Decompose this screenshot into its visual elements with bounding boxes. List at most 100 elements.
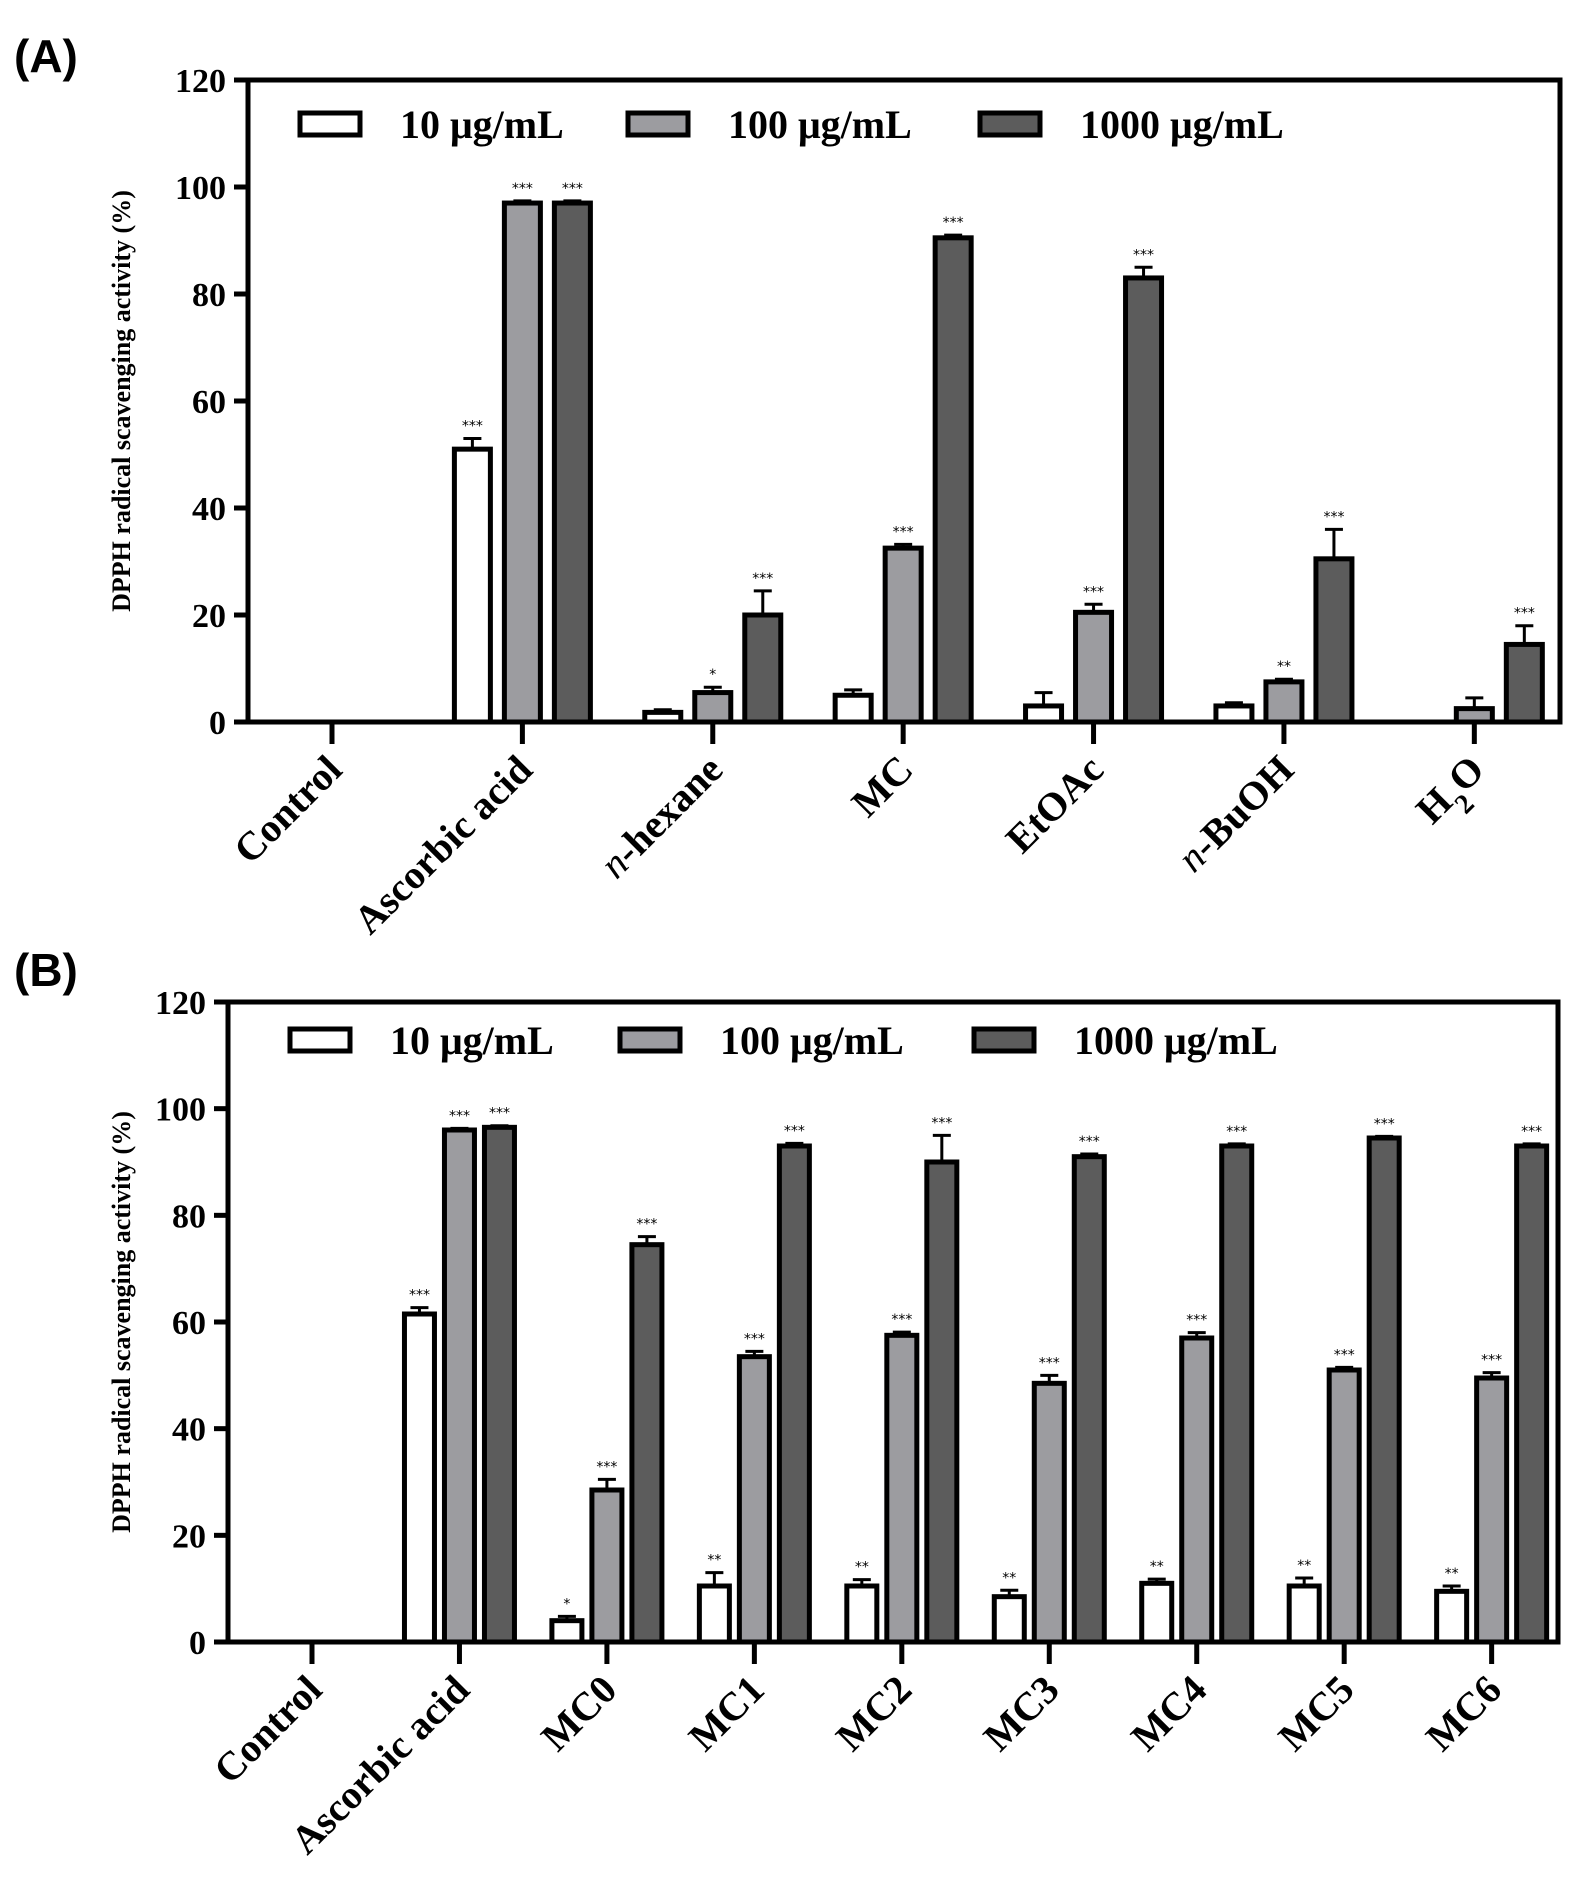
bar xyxy=(1313,556,1355,725)
legend-swatch xyxy=(977,110,1043,138)
significance-label: *** xyxy=(1514,606,1535,622)
x-tick-label: n-hexane xyxy=(591,747,731,887)
bar xyxy=(924,1159,960,1645)
significance-label: *** xyxy=(409,1288,430,1304)
legend-swatch xyxy=(617,1026,683,1054)
x-tick-label-main: Ascorbic acid xyxy=(345,747,541,943)
y-tick-label: 40 xyxy=(172,1412,206,1449)
significance-label: *** xyxy=(1334,1347,1355,1363)
bar xyxy=(1514,1143,1550,1645)
significance-label: *** xyxy=(489,1106,510,1122)
y-axis-label: DPPH radical scavenging activity (%) xyxy=(107,190,136,612)
x-tick-label: n-BuOH xyxy=(1168,747,1302,881)
y-tick-label: 0 xyxy=(209,705,226,742)
bar xyxy=(1023,703,1065,725)
significance-label: *** xyxy=(744,1331,765,1347)
legend-label: 10 μg/mL xyxy=(400,102,564,147)
significance-label: *** xyxy=(596,1459,617,1475)
significance-label: *** xyxy=(1323,509,1344,525)
bar xyxy=(1031,1380,1067,1645)
bar xyxy=(932,235,974,725)
x-tick-label: MC6 xyxy=(1417,1667,1510,1760)
significance-label: *** xyxy=(1226,1124,1247,1140)
bar xyxy=(1326,1367,1362,1645)
x-tick-label: Control xyxy=(205,1667,331,1793)
significance-label: ** xyxy=(1002,1570,1016,1586)
x-tick-label: MC1 xyxy=(680,1667,773,1760)
bar xyxy=(481,1124,517,1645)
significance-label: *** xyxy=(1374,1116,1395,1132)
bar xyxy=(629,1242,665,1645)
significance-label: ** xyxy=(1297,1558,1311,1574)
bar xyxy=(1366,1135,1402,1645)
legend-label: 100 μg/mL xyxy=(728,102,912,147)
significance-label: * xyxy=(709,667,716,683)
significance-label: ** xyxy=(1150,1559,1164,1575)
bar xyxy=(1073,609,1115,725)
significance-label: *** xyxy=(1481,1353,1502,1369)
significance-label: *** xyxy=(1133,247,1154,263)
bar xyxy=(1139,1580,1175,1645)
y-tick-label: 60 xyxy=(192,384,226,421)
x-tick-label-main: -BuOH xyxy=(1182,747,1302,867)
bar xyxy=(1263,679,1305,725)
significance-label: ** xyxy=(1445,1566,1459,1582)
legend-label: 100 μg/mL xyxy=(720,1018,904,1063)
bar xyxy=(1434,1588,1470,1645)
x-tick-label: MC4 xyxy=(1122,1667,1215,1760)
bar xyxy=(1123,275,1165,725)
significance-label: *** xyxy=(891,1312,912,1328)
significance-label: *** xyxy=(449,1108,470,1124)
bar xyxy=(1219,1143,1255,1645)
bar xyxy=(551,200,593,725)
x-tick-label-main: Control xyxy=(225,747,351,873)
bar xyxy=(742,612,784,725)
x-tick-label-main: MC xyxy=(843,747,922,826)
x-tick-label-post: O xyxy=(1439,747,1493,801)
y-tick-label: 100 xyxy=(155,1092,206,1129)
legend-swatch xyxy=(297,110,363,138)
bar xyxy=(1453,706,1495,725)
x-tick-label: Ascorbic acid xyxy=(345,747,541,943)
bar xyxy=(1474,1375,1510,1645)
bar xyxy=(401,1311,437,1645)
x-tick-label-main: MC4 xyxy=(1122,1667,1215,1760)
x-tick-label: MC3 xyxy=(975,1667,1068,1760)
x-tick-label-main: Control xyxy=(205,1667,331,1793)
bar xyxy=(1286,1583,1322,1645)
bar xyxy=(549,1618,585,1645)
x-tick-label-main: MC3 xyxy=(975,1667,1068,1760)
significance-label: *** xyxy=(1521,1124,1542,1140)
bar xyxy=(884,1332,920,1645)
significance-label: *** xyxy=(1083,584,1104,600)
significance-label: *** xyxy=(1079,1134,1100,1150)
x-tick-label: MC xyxy=(843,747,922,826)
bar xyxy=(692,690,734,725)
significance-label: *** xyxy=(462,418,483,434)
bar xyxy=(451,446,493,725)
significance-label: *** xyxy=(943,215,964,231)
bar xyxy=(501,200,543,725)
bar xyxy=(776,1143,812,1645)
significance-label: *** xyxy=(1039,1355,1060,1371)
chart-a: 0 20 40 60 80 100 120 DPPH radical scavenging a… xyxy=(107,63,1563,943)
significance-label: *** xyxy=(784,1123,805,1139)
x-tick-label-main: H xyxy=(1407,778,1461,832)
significance-label: *** xyxy=(893,524,914,540)
significance-label: *** xyxy=(562,181,583,197)
y-tick-label: 20 xyxy=(192,598,226,635)
y-axis-label: DPPH radical scavenging activity (%) xyxy=(107,1111,136,1533)
bar xyxy=(1179,1335,1215,1645)
significance-label: *** xyxy=(1186,1313,1207,1329)
panel-label-a: (A) xyxy=(14,30,78,82)
bar xyxy=(832,692,874,725)
significance-label: * xyxy=(563,1596,570,1612)
legend-label: 10 μg/mL xyxy=(390,1018,554,1063)
bar xyxy=(696,1583,732,1645)
y-tick-label: 20 xyxy=(172,1518,206,1555)
x-tick-label-main: MC1 xyxy=(680,1667,773,1760)
x-tick-label-main: MC5 xyxy=(1269,1667,1362,1760)
y-tick-label: 0 xyxy=(189,1625,206,1662)
panel-label-b: (B) xyxy=(14,944,78,996)
y-tick-label: 100 xyxy=(175,170,226,207)
